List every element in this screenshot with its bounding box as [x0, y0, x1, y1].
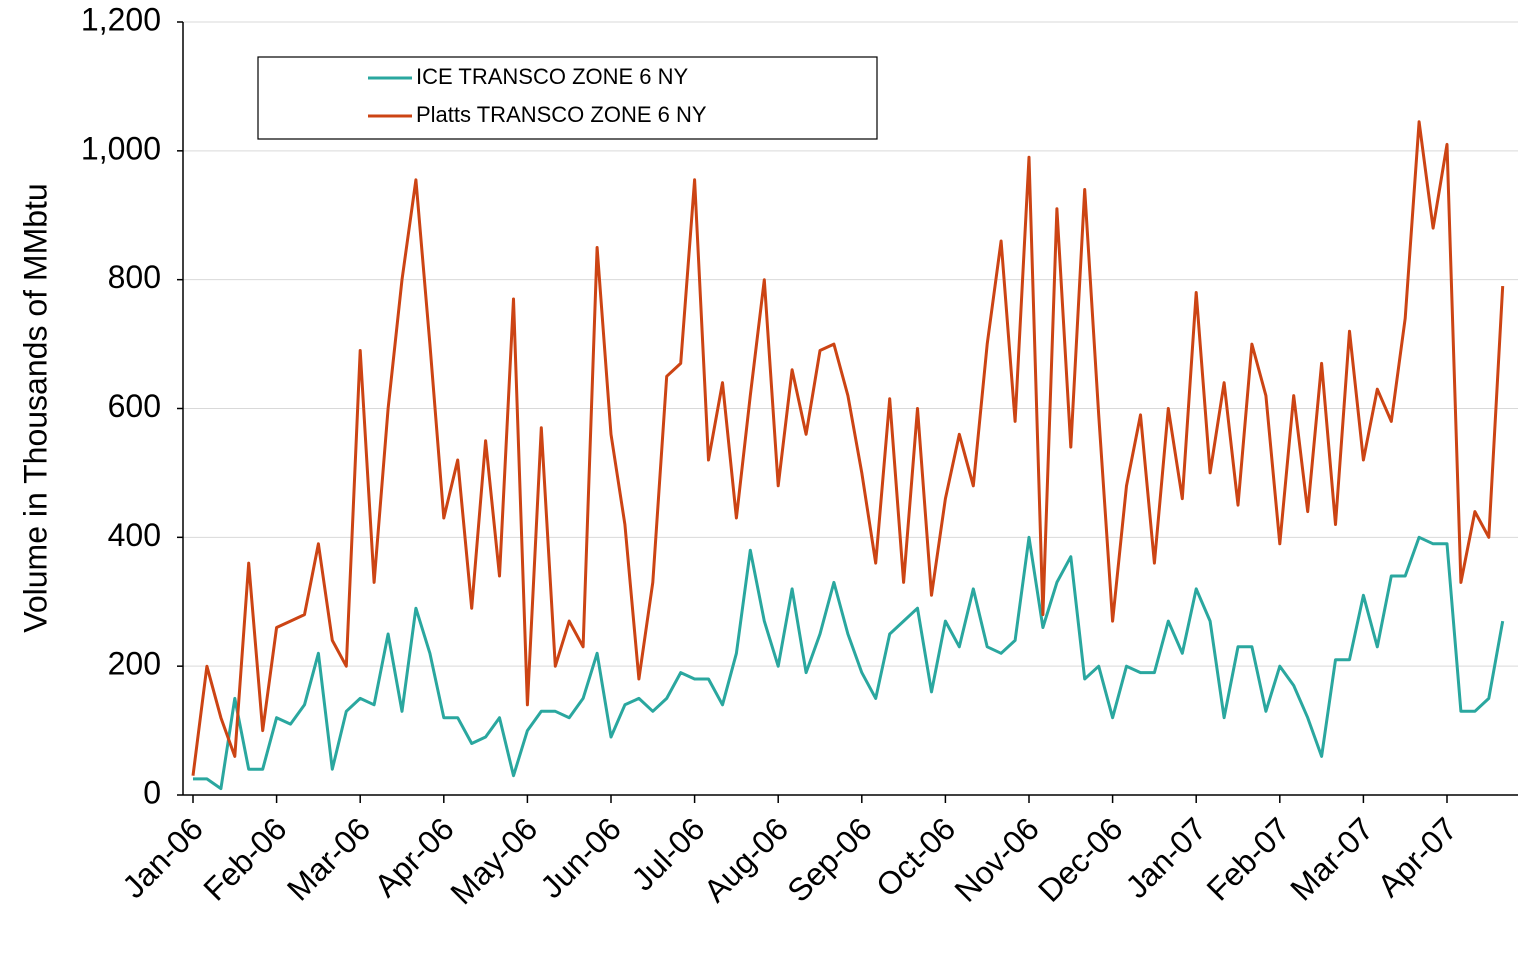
x-tick-label: May-06: [443, 810, 544, 911]
y-tick-label: 600: [108, 388, 161, 424]
x-tick-label: Mar-06: [280, 810, 377, 907]
y-axis-label: Volume in Thousands of MMbtu: [17, 183, 53, 632]
legend-label: ICE TRANSCO ZONE 6 NY: [416, 64, 689, 89]
x-tick-label: Jan-07: [1118, 810, 1213, 905]
legend-label: Platts TRANSCO ZONE 6 NY: [416, 102, 707, 127]
x-tick-label: Apr-07: [1371, 810, 1464, 903]
x-tick-label: Jun-06: [533, 810, 628, 905]
x-tick-label: Mar-07: [1283, 810, 1380, 907]
x-tick-label: Nov-06: [948, 810, 1046, 908]
x-tick-label: Feb-07: [1200, 810, 1297, 907]
legend: ICE TRANSCO ZONE 6 NY Platts TRANSCO ZONE…: [257, 56, 878, 140]
y-tick-label: 800: [108, 259, 161, 295]
x-tick-label: Oct-06: [869, 810, 962, 903]
series-line: [191, 120, 1505, 776]
series-line: [193, 535, 1505, 791]
x-tick-label: Dec-06: [1031, 810, 1129, 908]
x-tick-label: Jan-06: [115, 810, 210, 905]
y-tick-label: 1,200: [81, 1, 161, 37]
legend-box: [257, 56, 878, 140]
y-tick-label: 200: [108, 646, 161, 682]
y-tick-label: 0: [143, 774, 161, 810]
y-tick-label: 1,000: [81, 130, 161, 166]
x-tick-label: Aug-06: [697, 810, 795, 908]
x-tick-label: Sep-06: [780, 810, 878, 908]
y-tick-label: 400: [108, 517, 161, 553]
x-tick-label: Feb-06: [196, 810, 293, 907]
